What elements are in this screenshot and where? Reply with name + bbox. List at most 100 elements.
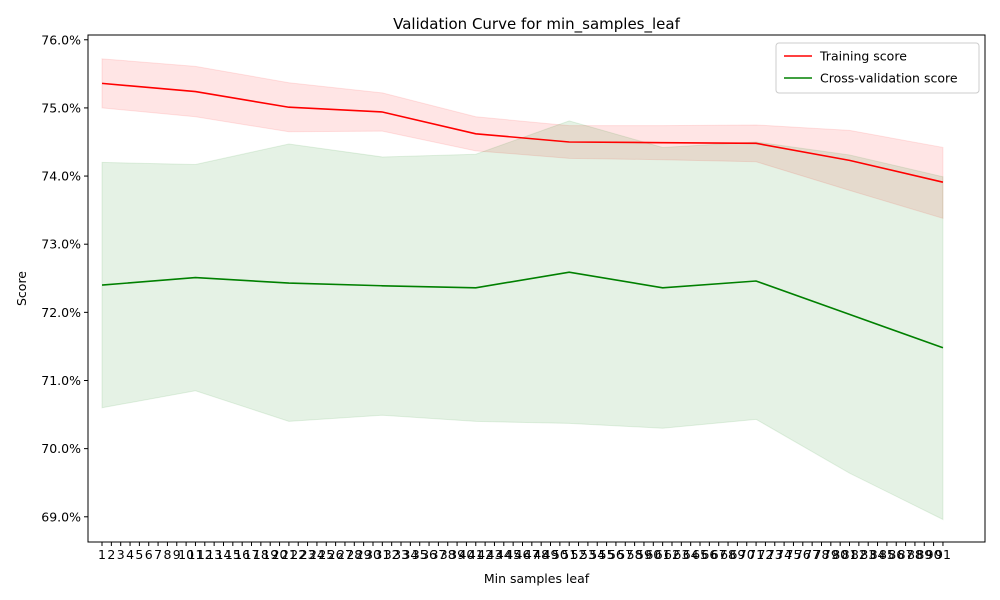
y-tick-label: 70.0%	[41, 441, 81, 456]
x-tick-label: 76	[795, 547, 811, 562]
x-tick-label: 38	[440, 547, 456, 562]
x-tick-label: 24	[309, 547, 325, 562]
x-tick-label: 32	[384, 547, 400, 562]
y-tick-label: 75.0%	[41, 100, 81, 115]
x-tick-label: 67	[711, 547, 727, 562]
y-tick-label: 71.0%	[41, 373, 81, 388]
x-tick-label: 83	[860, 547, 876, 562]
chart-title: Validation Curve for min_samples_leaf	[393, 15, 680, 34]
x-axis-ticks: 1 2 3 4 5 6 7 8 91011121314151617181920212223242…	[98, 542, 951, 562]
x-tick-label: 55	[599, 547, 615, 562]
x-tick-label: 81	[842, 547, 858, 562]
x-tick-label: 45	[505, 547, 521, 562]
legend-box	[775, 42, 980, 94]
y-axis-ticks: 69.0% 70.0% 71.0% 72.0% 73.0% 74.0% 75.0% 76.0%	[41, 32, 88, 524]
x-tick-label: 35	[412, 547, 428, 562]
plot-frame	[87, 34, 986, 543]
x-tick-label: 62	[664, 547, 680, 562]
x-tick-label: 68	[720, 547, 736, 562]
y-tick-label: 72.0%	[41, 305, 81, 320]
x-tick-label: 39	[449, 547, 465, 562]
legend: Training score Cross-validation score	[775, 42, 980, 94]
x-tick-label: 2	[107, 547, 115, 562]
x-tick-label: 44	[496, 547, 512, 562]
x-tick-label: 5	[135, 547, 143, 562]
x-tick-label: 7	[154, 547, 162, 562]
x-tick-label: 34	[402, 547, 418, 562]
x-tick-label: 15	[225, 547, 241, 562]
x-tick-label: 58	[627, 547, 643, 562]
x-tick-label: 50	[552, 547, 568, 562]
x-tick-label: 71	[748, 547, 764, 562]
x-tick-label: 3	[117, 547, 125, 562]
x-tick-label: 86	[888, 547, 904, 562]
x-tick-label: 59	[636, 547, 652, 562]
x-tick-label: 36	[421, 547, 437, 562]
x-tick-label: 11	[188, 547, 204, 562]
x-tick-label: 40	[458, 547, 474, 562]
band-series-1	[101, 120, 944, 521]
x-tick-label: 27	[337, 547, 353, 562]
x-tick-label: 61	[655, 547, 671, 562]
x-tick-label: 89	[916, 547, 932, 562]
x-tick-label: 65	[692, 547, 708, 562]
x-tick-label: 91	[935, 547, 951, 562]
x-tick-label: 28	[346, 547, 362, 562]
x-tick-label: 42	[477, 547, 493, 562]
x-tick-label: 56	[608, 547, 624, 562]
y-axis-label: Score	[14, 271, 29, 306]
x-tick-label: 8	[163, 547, 171, 562]
x-tick-label: 75	[786, 547, 802, 562]
y-tick-label: 74.0%	[41, 169, 81, 184]
x-tick-label: 70	[739, 547, 755, 562]
x-tick-label: 4	[126, 547, 134, 562]
x-tick-label: 72	[757, 547, 773, 562]
x-tick-label: 82	[851, 547, 867, 562]
x-tick-label: 66	[701, 547, 717, 562]
x-tick-label: 19	[262, 547, 278, 562]
x-tick-label: 90	[926, 547, 942, 562]
x-tick-label: 80	[832, 547, 848, 562]
line-series-1	[101, 271, 944, 349]
legend-label-1: Cross-validation score	[820, 71, 958, 86]
x-tick-label: 12	[197, 547, 213, 562]
x-tick-label: 9	[173, 547, 181, 562]
x-tick-label: 60	[645, 547, 661, 562]
x-tick-label: 47	[524, 547, 540, 562]
x-tick-label: 49	[543, 547, 559, 562]
x-tick-label: 53	[580, 547, 596, 562]
x-tick-label: 17	[244, 547, 260, 562]
x-tick-label: 87	[898, 547, 914, 562]
x-tick-label: 31	[374, 547, 390, 562]
x-tick-label: 85	[879, 547, 895, 562]
x-tick-label: 57	[617, 547, 633, 562]
x-tick-label: 73	[767, 547, 783, 562]
x-tick-label: 77	[804, 547, 820, 562]
x-tick-label: 18	[253, 547, 269, 562]
x-tick-label: 51	[561, 547, 577, 562]
line-series-0	[101, 82, 944, 183]
x-tick-label: 88	[907, 547, 923, 562]
y-tick-label: 73.0%	[41, 237, 81, 252]
x-tick-label: 14	[216, 547, 232, 562]
x-tick-label: 10	[178, 547, 194, 562]
x-tick-label: 84	[870, 547, 886, 562]
x-tick-label: 78	[814, 547, 830, 562]
x-tick-label: 20	[272, 547, 288, 562]
x-tick-label: 37	[430, 547, 446, 562]
series-lines	[101, 82, 944, 349]
legend-label-0: Training score	[819, 49, 907, 64]
x-tick-label: 22	[290, 547, 306, 562]
x-tick-label: 63	[673, 547, 689, 562]
x-tick-label: 46	[515, 547, 531, 562]
x-tick-label: 79	[823, 547, 839, 562]
x-tick-label: 29	[356, 547, 372, 562]
x-tick-label: 26	[328, 547, 344, 562]
x-tick-label: 21	[281, 547, 297, 562]
x-tick-label: 74	[776, 547, 792, 562]
x-tick-label: 64	[683, 547, 699, 562]
x-tick-label: 6	[145, 547, 153, 562]
x-tick-label: 52	[571, 547, 587, 562]
x-tick-label: 1	[98, 547, 106, 562]
